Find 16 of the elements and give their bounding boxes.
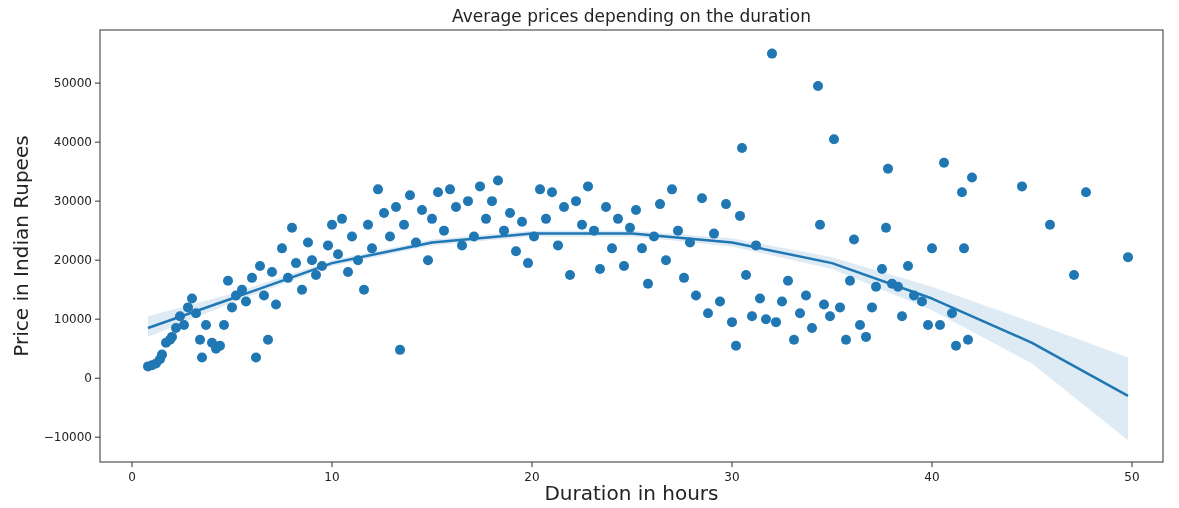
x-tick-label: 10 <box>324 470 340 484</box>
x-tick-label: 20 <box>524 470 540 484</box>
x-tick-label: 30 <box>724 470 740 484</box>
y-tick-label: 40000 <box>53 135 92 150</box>
x-tick-label: 40 <box>924 470 940 484</box>
x-tick-label: 0 <box>128 470 136 484</box>
y-tick-label: 50000 <box>53 76 92 91</box>
y-tick-label: 20000 <box>53 253 92 268</box>
x-tick-label: 50 <box>1124 470 1140 484</box>
y-tick-label: 0 <box>84 371 92 386</box>
y-tick-label: 30000 <box>53 194 92 209</box>
y-tick-label: −10000 <box>43 430 92 445</box>
x-axis-title: Duration in hours <box>544 481 719 505</box>
y-axis-title: Price in Indian Rupees <box>9 135 33 357</box>
y-tick-label: 10000 <box>53 312 92 327</box>
chart-title: Average prices depending on the duration <box>452 6 811 26</box>
